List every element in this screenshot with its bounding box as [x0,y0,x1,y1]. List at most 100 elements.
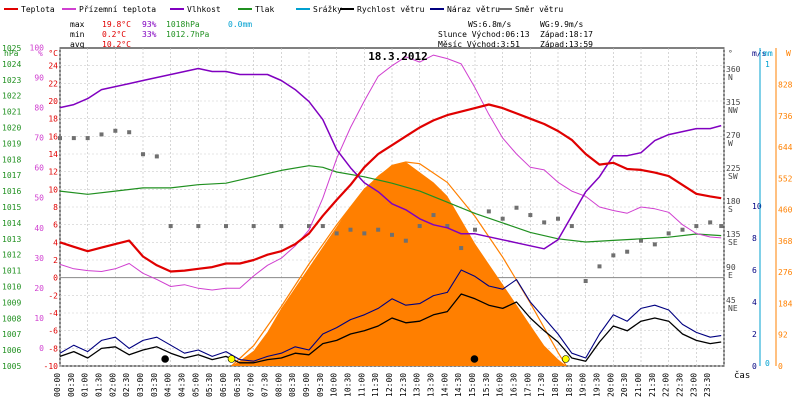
x-tick-label: 21:00 [634,373,643,397]
stat-min-humidity: 33% [142,30,157,39]
legend-label: Vlhkost [187,5,221,14]
wind-direction-point [708,220,713,225]
wind-direction-point [141,152,145,157]
axes: hPa1005100610071008100910101011101210131… [2,43,793,397]
stat-sunrise: Slunce Východ:06:13 [438,30,530,39]
hpa-tick-label: 1024 [2,60,21,69]
wind-direction-point [85,136,90,141]
hpa-tick-label: 1020 [2,124,21,133]
wind-direction-point [99,132,104,137]
x-tick-label: 00:30 [67,373,76,397]
stat-moonrise: Měsíc Východ:3:51 [438,40,520,49]
x-tick-label: 18:00 [551,373,560,397]
hpa-tick-label: 1015 [2,203,21,212]
wind-direction-point [196,224,201,229]
wind-direction-point [719,224,724,229]
temperature-tick-label: 2 [53,256,58,265]
x-tick-label: 07:00 [247,373,256,397]
x-tick-label: 03:30 [150,373,159,397]
temperature-tick-label: 8 [53,203,58,212]
temperature-tick-label: -6 [48,327,58,336]
temperature-tick-label: 16 [48,132,58,141]
radiation-tick-label: 828 [778,80,793,89]
direction-compass-label: NW [728,106,738,115]
stat-max-label: max [70,20,85,29]
hpa-tick-label: 1011 [2,267,21,276]
x-tick-label: 01:30 [95,373,104,397]
x-tick-label: 15:00 [468,373,477,397]
direction-compass-label: E [728,271,733,280]
direction-tick-label: 315 [726,98,741,107]
hpa-tick-label: 1017 [2,171,21,180]
wind-direction-point [625,249,630,254]
wind-direction-point [431,213,436,218]
temperature-line [59,103,722,273]
hpa-tick-label: 1007 [2,330,21,339]
stat-sunset: Západ:18:17 [540,30,593,39]
wind-direction-point [362,231,367,236]
wind-direction-point [376,227,381,232]
wind-direction-point [417,224,422,229]
x-tick-label: 08:00 [274,373,283,397]
wind-tick-label: 0 [752,362,757,371]
wind-gust-line [59,269,722,362]
x-tick-label: 09:30 [316,373,325,397]
x-tick-label: 16:30 [510,373,519,397]
wind-direction-point [307,224,311,229]
x-tick-label: 15:30 [482,373,491,397]
direction-compass-label: NE [728,304,738,313]
wind-tick-label: 8 [752,234,757,243]
moonset-marker [470,355,479,363]
temperature-axis-label: °C [48,49,58,58]
x-tick-label: 05:30 [205,373,214,397]
radiation-tick-label: 736 [778,112,793,121]
hpa-tick-label: 1023 [2,76,21,85]
wind-direction-point [473,227,477,232]
temperature-tick-label: 6 [53,221,58,230]
direction-axis-label: ° [728,49,733,58]
legend-label: Teplota [21,5,55,14]
wind-direction-point [113,128,118,133]
x-tick-label: 23:00 [689,373,698,397]
x-tick-label: 08:30 [288,373,297,397]
x-axis-label: čas [734,370,750,381]
x-tick-label: 17:30 [537,373,546,397]
temperature-tick-label: 24 [48,62,58,71]
radiation-tick-label: 644 [778,143,793,152]
humidity-tick-label: 50 [34,194,44,203]
stat-max-pressure: 1018hPa [166,20,200,29]
x-tick-label: 07:30 [261,373,270,397]
x-tick-label: 12:30 [399,373,408,397]
x-tick-label: 10:30 [344,373,353,397]
direction-tick-label: 360 [726,65,741,74]
radiation-axis-label: W [786,49,791,58]
wind-direction-point [542,220,547,225]
direction-compass-label: S [728,205,733,214]
wind-direction-point [569,224,574,229]
humidity-tick-label: 90 [34,74,44,83]
hpa-tick-label: 1014 [2,219,21,228]
x-tick-label: 19:30 [593,373,602,397]
hpa-tick-label: 1021 [2,108,21,117]
direction-compass-label: SW [728,172,738,181]
wind-direction-point [611,253,616,258]
direction-tick-label: 135 [726,230,741,239]
temperature-tick-label: 22 [48,79,58,88]
x-tick-label: 10:00 [330,373,339,397]
hpa-tick-label: 1012 [2,251,21,260]
x-tick-label: 14:30 [454,373,463,397]
stat-max-rain: 0.0mm [228,20,252,29]
radiation-tick-label: 0 [778,362,783,371]
temperature-tick-label: 20 [48,97,58,106]
wind-direction-point [251,224,256,229]
x-tick-label: 11:30 [371,373,380,397]
humidity-tick-label: 80 [34,104,44,113]
x-tick-label: 06:30 [233,373,242,397]
wind-direction-point [597,264,602,269]
x-tick-label: 05:00 [191,373,200,397]
stat-moonset: Západ:13:59 [540,40,593,49]
wind-direction-point [556,216,560,221]
hpa-tick-label: 1010 [2,283,21,292]
ground-temperature-line [59,54,722,291]
radiation-tick-label: 92 [778,331,788,340]
